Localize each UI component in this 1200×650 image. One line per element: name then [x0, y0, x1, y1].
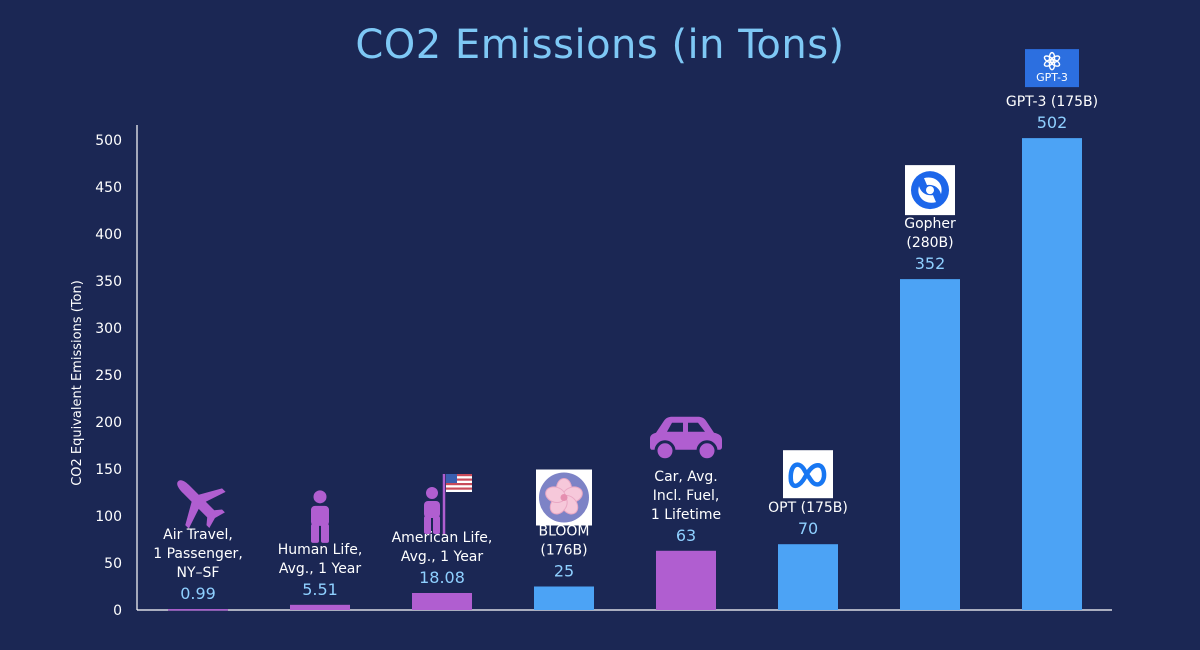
y-tick-label: 100: [95, 509, 122, 525]
value-label: 352: [915, 254, 946, 273]
category-label: Avg., 1 Year: [279, 561, 362, 577]
bar: [290, 604, 350, 610]
category-label: 1 Lifetime: [651, 507, 721, 523]
category-label: Gopher: [904, 216, 956, 232]
category-label: American Life,: [392, 530, 493, 546]
category-label: (280B): [906, 235, 953, 251]
y-tick-label: 200: [95, 415, 122, 431]
person-icon: [311, 490, 329, 543]
bar: [534, 586, 594, 610]
y-tick-label: 250: [95, 368, 122, 384]
bar: [778, 544, 838, 610]
category-label: NY–SF: [177, 565, 220, 581]
bar: [656, 550, 716, 610]
y-tick-label: 150: [95, 462, 122, 478]
category-label: BLOOM: [538, 524, 589, 540]
bar: [900, 279, 960, 610]
y-axis-label: CO2 Equivalent Emissions (Ton): [70, 280, 85, 486]
y-tick-label: 350: [95, 274, 122, 290]
y-tick-label: 300: [95, 321, 122, 337]
bar: [1022, 138, 1082, 610]
category-label: GPT-3 (175B): [1006, 94, 1098, 110]
airplane-icon: [177, 480, 226, 529]
axes: 0 50 100 150 200 250 300 350 400 450 500 CO2 Equiva…: [70, 125, 1112, 619]
category-label: Human Life,: [278, 542, 363, 558]
value-label: 0.99: [180, 584, 216, 603]
car-icon: [650, 416, 722, 462]
bars: [168, 138, 1082, 611]
value-label: 18.08: [419, 568, 465, 587]
value-label: 5.51: [302, 580, 338, 599]
y-tick-label: 50: [104, 556, 122, 572]
y-tick-label: 400: [95, 227, 122, 243]
category-label: Avg., 1 Year: [401, 549, 484, 565]
gpt3-logo-text: GPT-3: [1036, 71, 1068, 84]
meta-logo-icon: [783, 450, 833, 499]
category-label: OPT (175B): [768, 500, 848, 516]
openai-gpt3-logo-icon: GPT-3: [1025, 49, 1079, 88]
value-label: 70: [798, 519, 818, 538]
bar: [168, 609, 228, 611]
y-tick-label: 0: [113, 603, 122, 619]
category-label: Incl. Fuel,: [653, 488, 720, 504]
deepmind-logo-icon: [905, 165, 955, 216]
value-label: 25: [554, 562, 574, 581]
icons: GPT-3: [177, 49, 1079, 543]
category-label: 1 Passenger,: [153, 546, 243, 562]
chart-title: CO2 Emissions (in Tons): [355, 22, 845, 68]
category-label: (176B): [540, 543, 587, 559]
value-label: 63: [676, 526, 696, 545]
labels: 0.99 Air Travel, 1 Passenger, NY–SF 5.51 Huma…: [153, 94, 1098, 603]
person-with-us-flag-icon: [424, 474, 472, 535]
y-tick-label: 500: [95, 133, 122, 149]
y-tick-label: 450: [95, 180, 122, 196]
bar: [412, 593, 472, 610]
category-label: Air Travel,: [163, 527, 233, 543]
bloom-logo-icon: [536, 469, 592, 526]
category-label: Car, Avg.: [654, 469, 717, 485]
value-label: 502: [1037, 113, 1068, 132]
